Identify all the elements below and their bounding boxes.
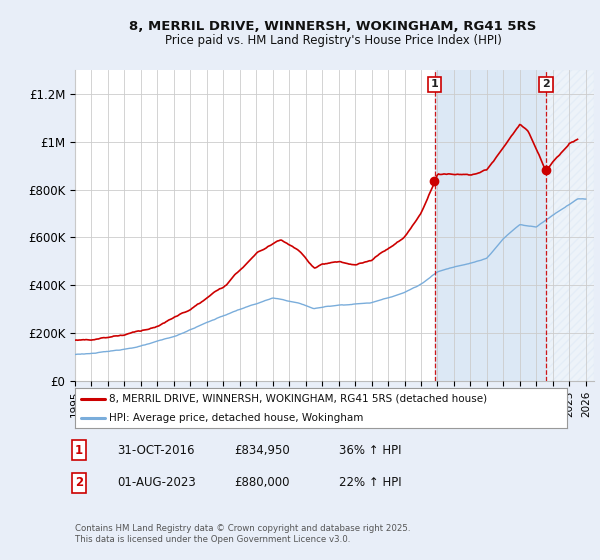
Text: 01-AUG-2023: 01-AUG-2023 (117, 476, 196, 489)
Text: HPI: Average price, detached house, Wokingham: HPI: Average price, detached house, Woki… (109, 413, 364, 423)
Bar (434, 70, 546, 381)
Text: £880,000: £880,000 (234, 476, 290, 489)
Text: 1: 1 (75, 444, 83, 457)
Text: 1: 1 (431, 80, 439, 90)
Text: Contains HM Land Registry data © Crown copyright and database right 2025.
This d: Contains HM Land Registry data © Crown c… (75, 524, 410, 544)
Text: 2: 2 (542, 80, 550, 90)
Text: £834,950: £834,950 (234, 444, 290, 457)
Text: 22% ↑ HPI: 22% ↑ HPI (339, 476, 401, 489)
Text: 36% ↑ HPI: 36% ↑ HPI (339, 444, 401, 457)
Text: 31-OCT-2016: 31-OCT-2016 (117, 444, 194, 457)
Text: 2: 2 (75, 476, 83, 489)
Bar (546, 70, 594, 381)
Text: 8, MERRIL DRIVE, WINNERSH, WOKINGHAM, RG41 5RS: 8, MERRIL DRIVE, WINNERSH, WOKINGHAM, RG… (130, 20, 536, 32)
Text: Price paid vs. HM Land Registry's House Price Index (HPI): Price paid vs. HM Land Registry's House … (164, 34, 502, 46)
Text: 8, MERRIL DRIVE, WINNERSH, WOKINGHAM, RG41 5RS (detached house): 8, MERRIL DRIVE, WINNERSH, WOKINGHAM, RG… (109, 394, 488, 404)
